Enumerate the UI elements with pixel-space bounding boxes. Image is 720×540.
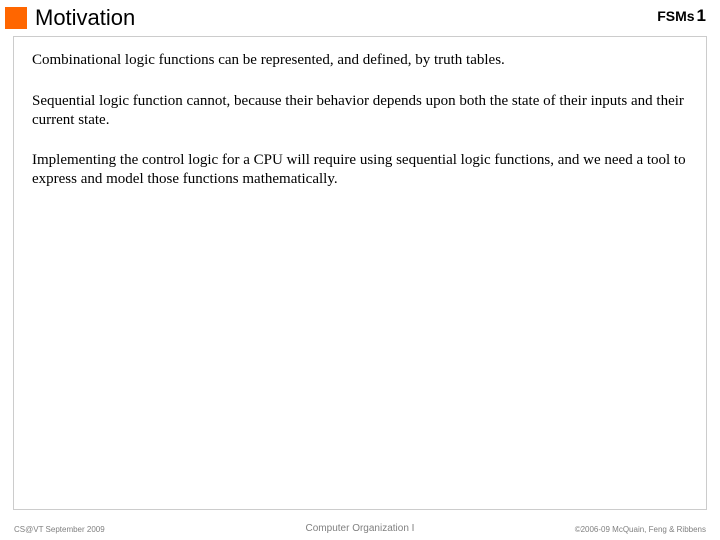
accent-square-icon: [5, 7, 27, 29]
slide-header: Motivation FSMs1: [0, 0, 720, 36]
content-box: Combinational logic functions can be rep…: [13, 36, 707, 510]
slide-footer: CS@VT September 2009 Computer Organizati…: [0, 516, 720, 534]
paragraph: Implementing the control logic for a CPU…: [32, 151, 688, 189]
header-right: FSMs1: [657, 6, 706, 26]
topic-label: FSMs: [657, 8, 694, 24]
slide-title: Motivation: [35, 5, 720, 31]
slide: Motivation FSMs1 Combinational logic fun…: [0, 0, 720, 540]
body-text: Combinational logic functions can be rep…: [14, 37, 706, 189]
paragraph: Combinational logic functions can be rep…: [32, 51, 688, 70]
footer-right: ©2006-09 McQuain, Feng & Ribbens: [575, 525, 706, 534]
page-number: 1: [697, 6, 706, 25]
paragraph: Sequential logic function cannot, becaus…: [32, 92, 688, 130]
